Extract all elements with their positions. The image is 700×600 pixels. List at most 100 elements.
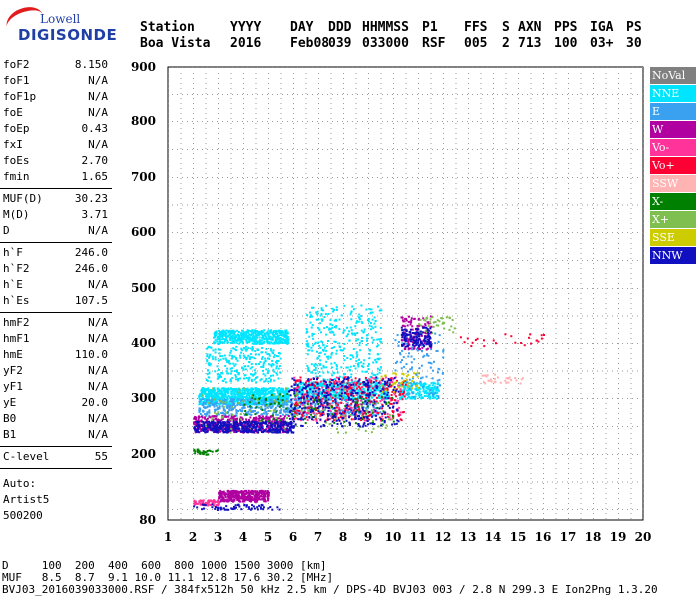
grid-dot: [618, 253, 619, 254]
grid-dot: [580, 298, 582, 299]
grid-dot: [643, 378, 644, 379]
grid-dot: [493, 343, 494, 344]
grid-dot: [555, 273, 557, 274]
grid-dot: [468, 228, 469, 229]
grid-dot: [430, 498, 432, 499]
grid-dot: [268, 433, 269, 434]
grid-dot: [380, 253, 382, 254]
grid-dot: [243, 438, 244, 439]
grid-dot: [230, 133, 232, 134]
grid-dot: [497, 398, 498, 399]
grid-dot: [168, 478, 169, 479]
grid-dot: [293, 273, 294, 274]
grid-dot: [518, 118, 519, 119]
grid-dot: [322, 232, 323, 233]
grid-dot: [180, 488, 182, 489]
grid-dot: [193, 283, 194, 284]
grid-dot: [518, 428, 519, 429]
grid-dot: [580, 153, 582, 154]
grid-dot: [643, 358, 644, 359]
grid-dot: [405, 178, 407, 179]
grid-dot: [343, 168, 344, 169]
grid-dot: [530, 423, 532, 424]
grid-dot: [318, 123, 319, 124]
grid-dot: [568, 218, 569, 219]
grid-dot: [543, 518, 544, 519]
grid-dot: [205, 368, 207, 369]
grid-dot: [172, 398, 173, 399]
grid-dot: [552, 343, 553, 344]
grid-dot: [337, 315, 338, 317]
grid-dot: [580, 208, 582, 209]
grid-dot: [405, 483, 407, 484]
grid-dot: [305, 433, 307, 434]
grid-dot: [493, 283, 494, 284]
grid-dot: [405, 498, 407, 499]
grid-dot: [502, 398, 503, 399]
grid-dot: [543, 318, 544, 319]
grid-dot: [452, 509, 453, 510]
grid-dot: [205, 133, 207, 134]
grid-dot: [192, 343, 193, 344]
grid-dot: [555, 383, 557, 384]
grid-dot: [343, 498, 344, 499]
grid-dot: [568, 418, 569, 419]
grid-dot: [418, 98, 419, 99]
param-value: 1.65: [81, 170, 109, 183]
grid-dot: [393, 233, 394, 234]
grid-dot: [343, 503, 344, 504]
grid-dot: [518, 313, 519, 314]
grid-dot: [405, 143, 407, 144]
grid-dot: [405, 323, 407, 324]
grid-dot: [630, 208, 632, 209]
grid-dot: [307, 481, 308, 483]
grid-dot: [332, 343, 333, 344]
grid-dot: [380, 103, 382, 104]
grid-dot: [172, 121, 173, 122]
grid-dot: [230, 313, 232, 314]
grid-dot: [243, 148, 244, 149]
grid-dot: [202, 481, 203, 483]
grid-dot: [355, 468, 357, 469]
grid-dot: [527, 149, 528, 150]
grid-dot: [568, 448, 569, 449]
grid-dot: [593, 318, 594, 319]
grid-dot: [605, 333, 607, 334]
grid-dot: [177, 260, 178, 261]
grid-dot: [593, 103, 594, 104]
grid-dot: [343, 423, 344, 424]
grid-dot: [187, 426, 188, 427]
grid-dot: [630, 503, 632, 504]
grid-dot: [418, 308, 419, 309]
grid-dot: [605, 208, 607, 209]
grid-dot: [468, 308, 469, 309]
grid-dot: [207, 149, 208, 150]
grid-dot: [493, 193, 494, 194]
grid-dot: [405, 443, 407, 444]
grid-dot: [330, 188, 332, 189]
grid-dot: [267, 177, 268, 178]
grid-dot: [530, 83, 532, 84]
grid-dot: [293, 473, 294, 474]
grid-dot: [255, 513, 257, 514]
grid-dot: [393, 433, 394, 434]
grid-dot: [637, 260, 638, 261]
grid-dot: [505, 188, 507, 189]
grid-dot: [642, 454, 643, 455]
grid-dot: [568, 158, 569, 159]
grid-dot: [355, 128, 357, 129]
grid-dot: [412, 509, 413, 510]
grid-dot: [418, 73, 419, 74]
grid-dot: [212, 509, 213, 510]
grid-dot: [255, 278, 257, 279]
grid-dot: [280, 318, 282, 319]
grid-dot: [430, 213, 432, 214]
grid-dot: [593, 73, 594, 74]
grid-dot: [180, 188, 182, 189]
grid-dot: [293, 103, 294, 104]
grid-dot: [530, 408, 532, 409]
grid-dot: [572, 177, 573, 178]
grid-dot: [205, 518, 207, 519]
grid-dot: [580, 248, 582, 249]
grid-dot: [555, 233, 557, 234]
